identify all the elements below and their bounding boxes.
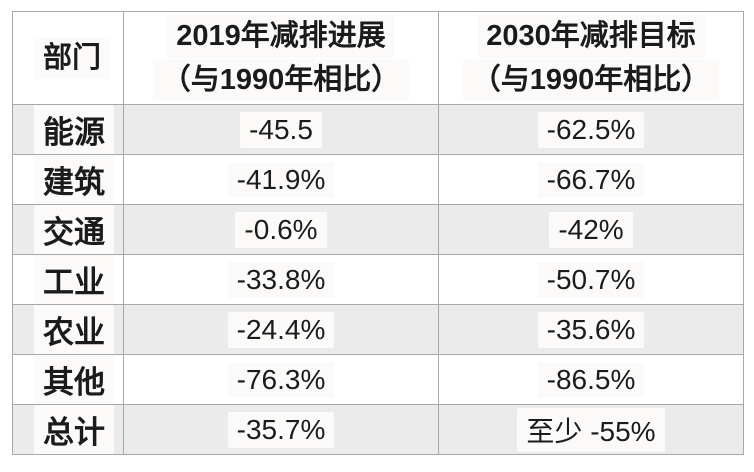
value-text: -35.6% xyxy=(537,311,645,348)
sector-label: 交通 xyxy=(12,204,124,255)
sector-label: 其他 xyxy=(12,354,124,405)
col-header-2019-line1: 2019年减排进展 xyxy=(167,15,395,58)
sector-label-text: 农业 xyxy=(34,305,114,354)
value-text: -86.5% xyxy=(537,361,645,398)
col-header-sector-label: 部门 xyxy=(34,36,111,80)
value-2019-progress: -35.7% xyxy=(123,404,439,455)
value-2019-progress: -24.4% xyxy=(123,304,439,355)
table-row-total: 总计 -35.7% 至少 -55% xyxy=(12,404,744,455)
value-text: 至少 -55% xyxy=(517,407,665,452)
col-header-sector: 部门 xyxy=(12,11,124,105)
col-header-2030-line1: 2030年减排目标 xyxy=(477,15,705,58)
table-row-other: 其他 -76.3% -86.5% xyxy=(12,354,744,405)
emissions-table: 部门 2019年减排进展 （与1990年相比） 2030年减排目标 （与1990… xyxy=(12,11,744,455)
value-2019-progress: -0.6% xyxy=(123,204,439,255)
sector-label: 农业 xyxy=(12,304,124,355)
value-text: -24.4% xyxy=(227,311,335,348)
value-2030-target: -35.6% xyxy=(438,304,744,355)
sector-label-text: 工业 xyxy=(34,255,114,304)
value-2019-progress: -76.3% xyxy=(123,354,439,405)
value-2030-target: -86.5% xyxy=(438,354,744,405)
sector-label: 总计 xyxy=(12,404,124,455)
table-row-buildings: 建筑 -41.9% -66.7% xyxy=(12,154,744,205)
value-text: -50.7% xyxy=(537,261,645,298)
table-row-agriculture: 农业 -24.4% -35.6% xyxy=(12,304,744,355)
sector-label-text: 交通 xyxy=(34,205,114,254)
value-text: -42% xyxy=(549,211,633,248)
value-2030-target: -50.7% xyxy=(438,254,744,305)
value-text: -76.3% xyxy=(227,361,335,398)
col-header-2030-line2: （与1990年相比） xyxy=(462,58,720,101)
col-header-2030-target: 2030年减排目标 （与1990年相比） xyxy=(438,11,744,105)
value-2030-target: -66.7% xyxy=(438,154,744,205)
sector-label-text: 建筑 xyxy=(34,155,114,204)
table-row-industry: 工业 -33.8% -50.7% xyxy=(12,254,744,305)
table-row-energy: 能源 -45.5 -62.5% xyxy=(12,104,744,155)
value-2030-target: 至少 -55% xyxy=(438,404,744,455)
value-text: -35.7% xyxy=(227,411,335,448)
col-header-2019-line2: （与1990年相比） xyxy=(152,58,410,101)
header-row: 部门 2019年减排进展 （与1990年相比） 2030年减排目标 （与1990… xyxy=(12,11,744,105)
value-text: -45.5 xyxy=(240,111,322,148)
value-text: -33.8% xyxy=(227,261,335,298)
sector-label-text: 能源 xyxy=(34,105,114,154)
value-2019-progress: -41.9% xyxy=(123,154,439,205)
value-text: -66.7% xyxy=(537,161,645,198)
sector-label-text: 其他 xyxy=(34,355,114,404)
table-row-transport: 交通 -0.6% -42% xyxy=(12,204,744,255)
value-2030-target: -62.5% xyxy=(438,104,744,155)
value-2019-progress: -45.5 xyxy=(123,104,439,155)
sector-label: 工业 xyxy=(12,254,124,305)
value-text: -0.6% xyxy=(235,211,327,248)
col-header-2019-progress: 2019年减排进展 （与1990年相比） xyxy=(123,11,439,105)
sector-label: 能源 xyxy=(12,104,124,155)
value-text: -41.9% xyxy=(227,161,335,198)
value-2030-target: -42% xyxy=(438,204,744,255)
value-2019-progress: -33.8% xyxy=(123,254,439,305)
value-text: -62.5% xyxy=(537,111,645,148)
sector-label-text: 总计 xyxy=(34,405,114,454)
sector-label: 建筑 xyxy=(12,154,124,205)
